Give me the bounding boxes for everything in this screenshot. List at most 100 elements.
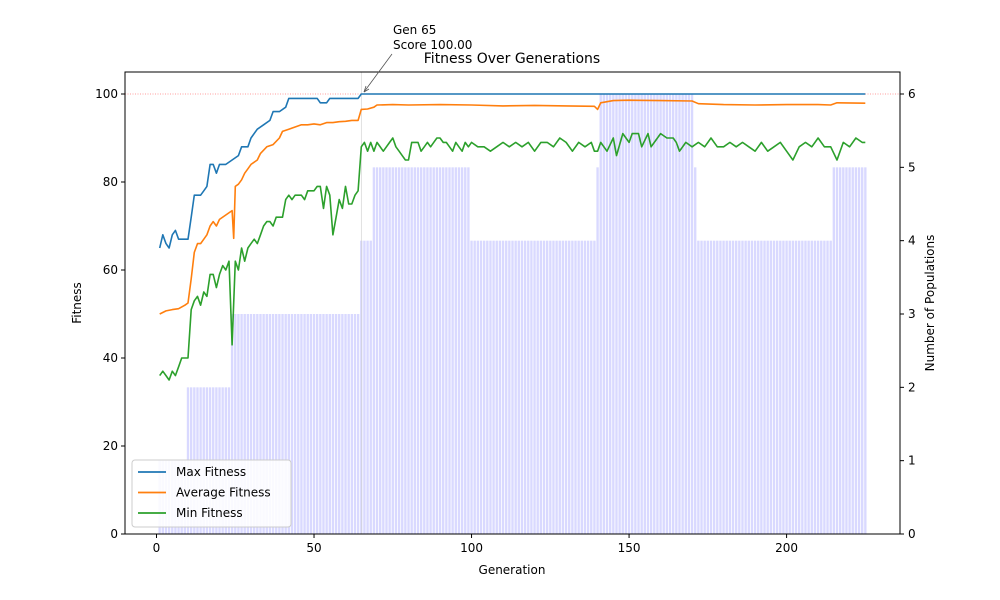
population-bar [640, 94, 643, 534]
population-bar [832, 167, 836, 534]
population-bar [612, 94, 615, 534]
y-tick-label: 0 [110, 527, 118, 541]
population-bar [287, 314, 291, 534]
y2-axis-label: Number of Populations [923, 235, 937, 372]
population-bar [561, 240, 565, 534]
population-bar [706, 240, 710, 534]
population-bar [627, 94, 631, 534]
population-bar [861, 167, 864, 534]
population-bar [545, 240, 549, 534]
population-bar [281, 314, 284, 534]
population-bar [271, 314, 275, 534]
population-bar [379, 167, 382, 534]
population-bar [760, 240, 763, 534]
legend-label-max: Max Fitness [176, 465, 246, 479]
population-bar [489, 240, 492, 534]
population-bar [555, 240, 558, 534]
x-tick-label: 50 [306, 541, 321, 555]
population-bar [631, 94, 634, 534]
peak-annotation: Gen 65 Score 100.00 [363, 23, 472, 93]
population-bar [738, 240, 741, 534]
population-bar [243, 314, 246, 534]
y-tick-label: 20 [103, 439, 118, 453]
population-bar [375, 167, 379, 534]
population-bar [577, 240, 580, 534]
population-bar [549, 240, 552, 534]
population-bar [369, 240, 372, 534]
population-bar [779, 240, 782, 534]
population-bar [249, 314, 253, 534]
population-bar [602, 94, 606, 534]
series-line-avg [159, 99, 866, 315]
population-bar [325, 314, 328, 534]
population-bar [300, 314, 303, 534]
population-bar [482, 240, 486, 534]
population-bar [763, 240, 766, 534]
population-bar [520, 240, 524, 534]
population-bar [523, 240, 527, 534]
population-bar [328, 314, 331, 534]
y-tick-label: 80 [103, 175, 118, 189]
population-bar [252, 314, 256, 534]
population-bar [794, 240, 798, 534]
population-bar [454, 167, 457, 534]
population-bar [712, 240, 716, 534]
population-bar [719, 240, 722, 534]
population-bars [158, 94, 867, 534]
population-bar [467, 167, 470, 534]
population-bar [530, 240, 533, 534]
population-bar [256, 314, 259, 534]
population-bar [234, 314, 237, 534]
population-bar [618, 94, 621, 534]
population-bar [486, 240, 489, 534]
population-bar [675, 94, 678, 534]
population-bar [237, 314, 240, 534]
population-bar [823, 240, 826, 534]
population-bar [785, 240, 788, 534]
population-bar [864, 167, 867, 534]
population-bar [820, 240, 823, 534]
population-bar [662, 94, 665, 534]
population-bar [517, 240, 520, 534]
population-bar [473, 240, 476, 534]
population-bar [813, 240, 817, 534]
population-bar [262, 314, 265, 534]
population-bar [306, 314, 309, 534]
population-bar [656, 94, 659, 534]
population-bar [757, 240, 760, 534]
population-bar [580, 240, 583, 534]
population-bar [404, 167, 407, 534]
population-bar [423, 167, 426, 534]
population-bar [596, 167, 599, 534]
population-bar [338, 314, 341, 534]
plot-frame [124, 71, 901, 535]
population-bar [394, 167, 398, 534]
population-bar [605, 94, 609, 534]
population-bar [659, 94, 662, 534]
population-bar [401, 167, 404, 534]
population-bar [558, 240, 561, 534]
population-bar [445, 167, 448, 534]
population-bar [297, 314, 300, 534]
population-bar [397, 167, 401, 534]
population-bar [694, 167, 697, 534]
population-bar [246, 314, 250, 534]
population-bar [634, 94, 637, 534]
population-bar [536, 240, 539, 534]
legend: Max Fitness Average Fitness Min Fitness [131, 459, 292, 528]
population-bar [347, 314, 350, 534]
population-bar [571, 240, 574, 534]
population-bar [665, 94, 669, 534]
population-bar [744, 240, 747, 534]
population-bar [290, 314, 294, 534]
population-bar [753, 240, 757, 534]
population-bar [851, 167, 854, 534]
population-bar [782, 240, 785, 534]
x-axis-label: Generation [479, 563, 546, 577]
population-bar [791, 240, 795, 534]
population-bar [788, 240, 791, 534]
population-bar [722, 240, 725, 534]
x-tick-label: 200 [775, 541, 798, 555]
population-bar [464, 167, 467, 534]
